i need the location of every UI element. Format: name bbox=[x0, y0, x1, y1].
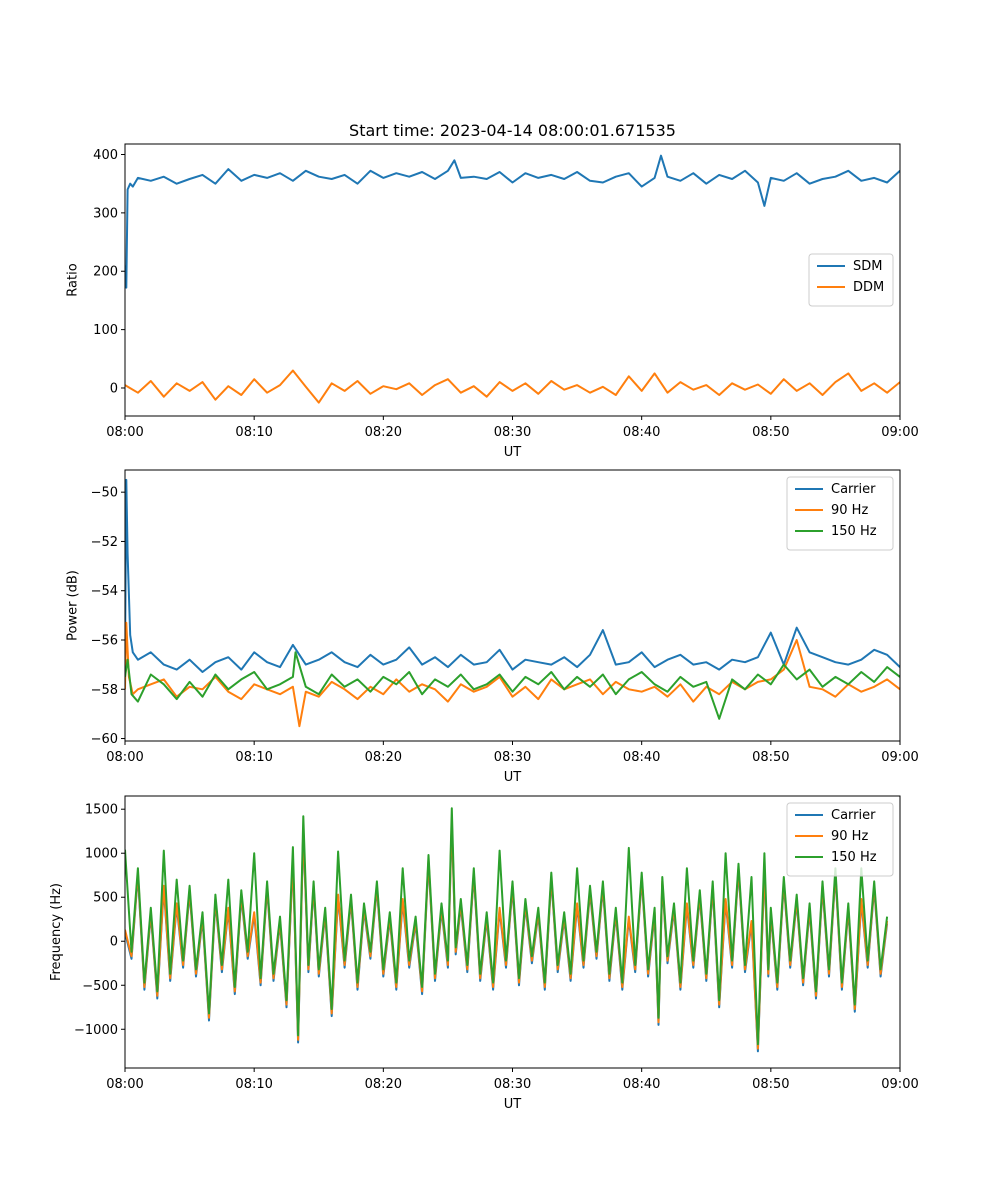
legend-label: 90 Hz bbox=[831, 503, 868, 518]
y-tick-label: 0 bbox=[110, 935, 118, 950]
y-tick-label: −50 bbox=[91, 486, 118, 501]
y-tick-label: 200 bbox=[93, 265, 118, 280]
subplot-3: 08:00 08:10 08:20 08:30 08:40 08:50 09:00 UT −10… bbox=[49, 795, 919, 1112]
y-tick-label: −56 bbox=[91, 633, 118, 648]
y-tick-label: −54 bbox=[91, 584, 118, 599]
series-line-150-hz bbox=[125, 651, 900, 720]
x-tick-label: 08:10 bbox=[235, 750, 272, 765]
x-tick-label: 08:00 bbox=[106, 750, 143, 765]
y-tick-label: 1000 bbox=[85, 847, 118, 862]
y-tick-label: −52 bbox=[91, 535, 118, 550]
legend: SDM DDM bbox=[808, 253, 894, 307]
y-tick-label: −1000 bbox=[74, 1023, 118, 1038]
legend-label: Carrier bbox=[831, 482, 876, 497]
x-tick-label: 09:00 bbox=[881, 750, 918, 765]
x-tick-label: 08:20 bbox=[365, 1077, 402, 1092]
legend-label: 150 Hz bbox=[831, 524, 877, 539]
series-group bbox=[125, 807, 889, 1053]
x-tick-label: 08:30 bbox=[494, 1077, 531, 1092]
x-tick-label: 08:50 bbox=[752, 1077, 789, 1092]
subplots: 08:00 08:10 08:20 08:30 08:40 08:50 09:00 UT 0 10… bbox=[49, 143, 919, 1112]
legend: Carrier 90 Hz 150 Hz bbox=[786, 802, 894, 877]
legend-label: DDM bbox=[853, 280, 884, 295]
x-tick-label: 09:00 bbox=[881, 1077, 918, 1092]
y-tick-label: −500 bbox=[82, 979, 118, 994]
y-tick-label: 300 bbox=[93, 206, 118, 221]
legend: Carrier 90 Hz 150 Hz bbox=[786, 476, 894, 551]
legend-label: Carrier bbox=[831, 808, 876, 823]
x-axis-label: UT bbox=[504, 1097, 522, 1112]
x-tick-label: 08:30 bbox=[494, 750, 531, 765]
x-tick-label: 08:20 bbox=[365, 750, 402, 765]
x-tick-label: 08:20 bbox=[365, 425, 402, 440]
y-axis-label: Frequency (Hz) bbox=[49, 883, 64, 981]
x-tick-label: 08:10 bbox=[235, 1077, 272, 1092]
x-tick-label: 09:00 bbox=[881, 425, 918, 440]
x-axis-label: UT bbox=[504, 445, 522, 460]
series-line-carrier bbox=[125, 478, 900, 673]
y-axis-label: Power (dB) bbox=[65, 570, 80, 641]
series-group bbox=[125, 478, 900, 728]
legend-label: 150 Hz bbox=[831, 850, 877, 865]
x-tick-label: 08:10 bbox=[235, 425, 272, 440]
y-tick-label: −58 bbox=[91, 683, 118, 698]
x-tick-label: 08:50 bbox=[752, 425, 789, 440]
legend-label: SDM bbox=[853, 259, 882, 274]
x-tick-label: 08:40 bbox=[623, 750, 660, 765]
series-line-90-hz bbox=[125, 621, 900, 728]
x-tick-label: 08:50 bbox=[752, 750, 789, 765]
y-tick-label: 1500 bbox=[85, 803, 118, 818]
series-line-sdm bbox=[125, 154, 900, 289]
y-tick-label: 100 bbox=[93, 323, 118, 338]
y-tick-label: 500 bbox=[93, 891, 118, 906]
x-tick-label: 08:00 bbox=[106, 1077, 143, 1092]
x-tick-label: 08:40 bbox=[623, 1077, 660, 1092]
subplot-2: 08:00 08:10 08:20 08:30 08:40 08:50 09:00 UT −60… bbox=[65, 469, 919, 785]
x-tick-label: 08:30 bbox=[494, 425, 531, 440]
y-tick-label: 0 bbox=[110, 381, 118, 396]
x-tick-label: 08:00 bbox=[106, 425, 143, 440]
subplot-1: 08:00 08:10 08:20 08:30 08:40 08:50 09:00 UT 0 10… bbox=[65, 143, 919, 460]
y-tick-label: −60 bbox=[91, 732, 118, 747]
x-axis-label: UT bbox=[504, 770, 522, 785]
series-line-150-hz bbox=[125, 807, 889, 1046]
series-group bbox=[125, 154, 900, 404]
legend-label: 90 Hz bbox=[831, 829, 868, 844]
x-tick-label: 08:40 bbox=[623, 425, 660, 440]
series-line-ddm bbox=[125, 369, 900, 404]
y-tick-label: 400 bbox=[93, 148, 118, 163]
y-axis-label: Ratio bbox=[65, 263, 80, 296]
figure-title: Start time: 2023-04-14 08:00:01.671535 bbox=[349, 121, 676, 140]
